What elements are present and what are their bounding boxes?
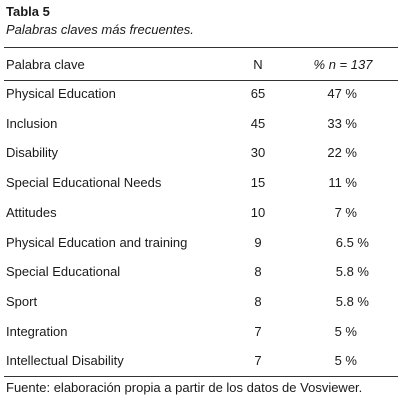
- top-rule: [4, 47, 398, 48]
- table-cell: Sport: [6, 293, 38, 309]
- table-cell: Inclusion: [6, 115, 58, 131]
- table-cell: 5.8 %: [335, 264, 369, 280]
- table-cell: 45: [250, 115, 266, 131]
- table-cell: Integration: [6, 323, 68, 339]
- table-cell: 11 %: [328, 175, 357, 191]
- column-header: N: [253, 57, 263, 72]
- table-cell: 65: [250, 86, 266, 101]
- table-cell: Intellectual Disability: [6, 353, 124, 369]
- table-cell: Physical Education: [6, 86, 116, 101]
- table-cell: Attitudes: [6, 204, 57, 220]
- header-rule: [4, 80, 398, 81]
- table-source: Fuente: elaboración propia a partir de l…: [6, 380, 363, 395]
- table-cell: Special Educational Needs: [6, 175, 162, 191]
- table-cell: Special Educational: [6, 264, 121, 280]
- table-cell: 33 %: [327, 115, 357, 131]
- table-cell: Disability: [6, 145, 59, 161]
- table-cell: 7 %: [334, 204, 357, 220]
- table-cell: 5 %: [334, 323, 357, 339]
- table-cell: 8: [254, 264, 262, 280]
- column-header: Palabra clave: [6, 57, 85, 72]
- table-cell: Physical Education and training: [6, 234, 188, 250]
- bottom-rule: [4, 376, 398, 377]
- table-title: Tabla 5: [6, 4, 50, 19]
- column-header: % n = 137: [313, 57, 373, 72]
- table-cell: 30: [250, 145, 266, 161]
- table-subtitle: Palabras claves más frecuentes.: [6, 22, 194, 37]
- table-cell: 8: [254, 293, 262, 309]
- table-cell: 15: [250, 175, 266, 191]
- table-cell: 9: [254, 234, 262, 250]
- table-cell: 47 %: [327, 86, 357, 101]
- table-cell: 22 %: [327, 145, 357, 161]
- table-cell: 7: [254, 353, 262, 369]
- table-cell: 5.8 %: [335, 293, 369, 309]
- table-cell: 7: [254, 323, 262, 339]
- table-cell: 5 %: [334, 353, 357, 369]
- table-cell: 10: [250, 204, 266, 220]
- table-cell: 6.5 %: [335, 234, 369, 250]
